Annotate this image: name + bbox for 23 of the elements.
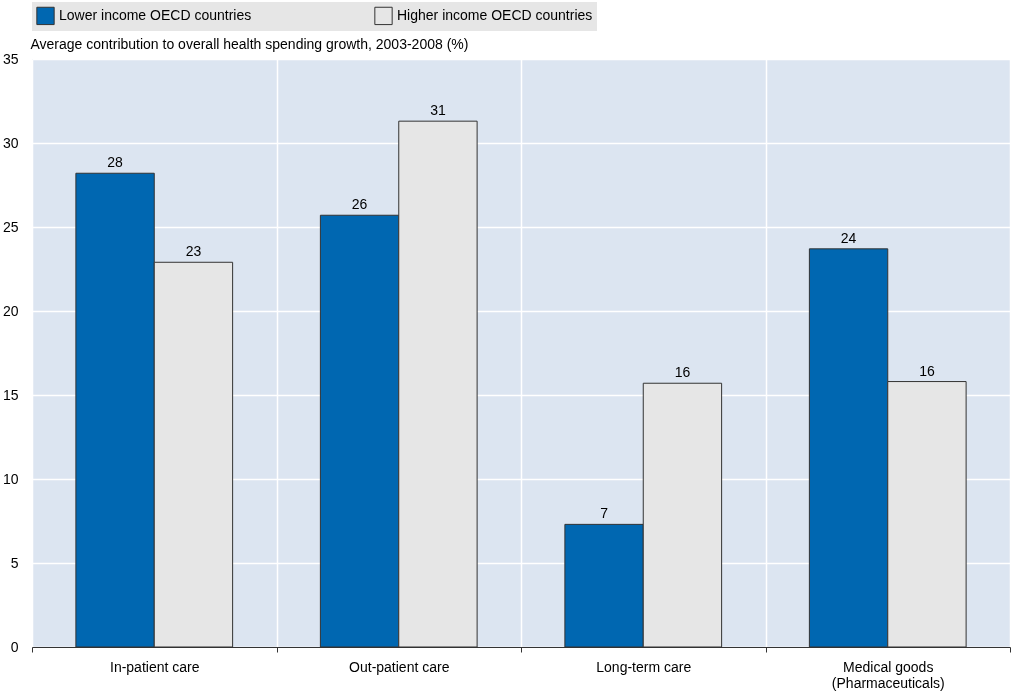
y-tick-label: 15 — [2, 386, 19, 403]
data-label: 7 — [600, 505, 609, 522]
data-label: 26 — [351, 196, 368, 213]
data-label: 16 — [674, 364, 691, 381]
data-label: 24 — [840, 229, 857, 246]
y-tick-label: 20 — [2, 302, 19, 319]
y-axis-title: Average contribution to overall health spending growth, 2003-2008 (%) — [30, 35, 469, 52]
y-tick-label: 0 — [10, 638, 19, 655]
data-label: 28 — [107, 154, 124, 171]
y-tick-label: 35 — [2, 50, 19, 67]
x-tick-label: Out-patient care — [349, 658, 450, 675]
legend-label: Lower income OECD countries — [59, 6, 252, 23]
y-tick-label: 25 — [2, 218, 19, 235]
x-tick-label: Long-term care — [596, 658, 692, 675]
y-tick-label: 30 — [2, 134, 19, 151]
x-tick-label: In-patient care — [110, 658, 200, 675]
data-label: 31 — [430, 102, 446, 119]
x-tick-label: Medical goods (Pharmaceuticals) — [831, 658, 945, 691]
legend-label: Higher income OECD countries — [397, 6, 593, 23]
data-label: 16 — [919, 362, 935, 379]
y-tick-label: 5 — [10, 554, 19, 571]
data-label: 23 — [185, 243, 202, 260]
y-tick-label: 10 — [2, 470, 19, 487]
